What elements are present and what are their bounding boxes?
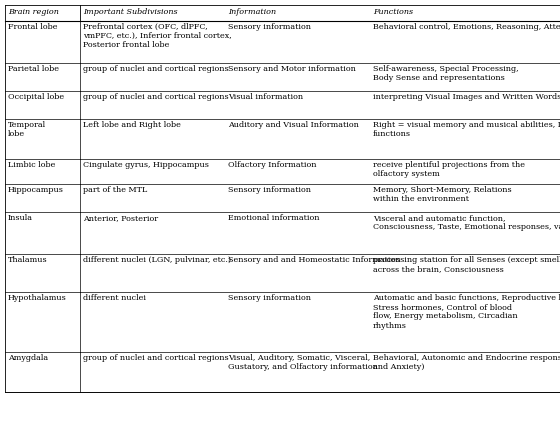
Text: receive plentiful projections from the
olfactory system: receive plentiful projections from the o… <box>373 161 525 178</box>
Text: group of nuclei and cortical regions: group of nuclei and cortical regions <box>83 65 228 73</box>
Text: Sensory and and Homeostatic Information: Sensory and and Homeostatic Information <box>228 256 400 264</box>
Text: Olfactory Information: Olfactory Information <box>228 161 316 169</box>
Text: different nuclei (LGN, pulvinar, etc.): different nuclei (LGN, pulvinar, etc.) <box>83 256 231 264</box>
Text: Left lobe and Right lobe: Left lobe and Right lobe <box>83 121 181 129</box>
Text: Right = visual memory and musical abilities, Left = specific language
functions: Right = visual memory and musical abilit… <box>373 121 560 138</box>
Text: Visual information: Visual information <box>228 93 303 101</box>
Text: Functions: Functions <box>373 8 413 16</box>
Text: Visual, Auditory, Somatic, Visceral,
Gustatory, and Olfactory information: Visual, Auditory, Somatic, Visceral, Gus… <box>228 354 378 371</box>
Text: Prefrontal cortex (OFC, dlPFC,
vmPFC, etc.), Inferior frontal cortex,
Posterior : Prefrontal cortex (OFC, dlPFC, vmPFC, et… <box>83 23 232 49</box>
Text: Behavioral, Autonomic and Endocrine responses, Emotion (Fear
and Anxiety): Behavioral, Autonomic and Endocrine resp… <box>373 354 560 371</box>
Text: Thalamus: Thalamus <box>8 256 48 264</box>
Text: different nuclei: different nuclei <box>83 294 146 302</box>
Text: Automatic and basic functions, Reproductive behaviors, Gender identity, Sexual o: Automatic and basic functions, Reproduct… <box>373 294 560 329</box>
Text: Sensory information: Sensory information <box>228 186 311 194</box>
Text: Emotional information: Emotional information <box>228 214 320 222</box>
Text: Frontal lobe: Frontal lobe <box>8 23 58 31</box>
Text: Insula: Insula <box>8 214 33 222</box>
Text: Important Subdivisions: Important Subdivisions <box>83 8 178 16</box>
Text: Limbic lobe: Limbic lobe <box>8 161 55 169</box>
Text: Brain region: Brain region <box>8 8 59 16</box>
Text: Visceral and automatic function,
Consciousness, Taste, Emotional responses, valu: Visceral and automatic function, Conscio… <box>373 214 560 231</box>
Text: Temporal
lobe: Temporal lobe <box>8 121 46 138</box>
Text: Occipital lobe: Occipital lobe <box>8 93 64 101</box>
Text: Behavioral control, Emotions, Reasoning, Attention and Consciousness: Behavioral control, Emotions, Reasoning,… <box>373 23 560 31</box>
Text: Sensory and Motor information: Sensory and Motor information <box>228 65 356 73</box>
Text: Self-awareness, Special Processing,
Body Sense and representations: Self-awareness, Special Processing, Body… <box>373 65 519 82</box>
Text: group of nuclei and cortical regions: group of nuclei and cortical regions <box>83 354 228 362</box>
Text: part of the MTL: part of the MTL <box>83 186 147 194</box>
Text: group of nuclei and cortical regions: group of nuclei and cortical regions <box>83 93 228 101</box>
Text: Sensory information: Sensory information <box>228 23 311 31</box>
Text: Memory, Short-Memory, Relations
within the environment: Memory, Short-Memory, Relations within t… <box>373 186 512 203</box>
Text: processing station for all Senses (except smell) distributing information
across: processing station for all Senses (excep… <box>373 256 560 273</box>
Text: Cingulate gyrus, Hippocampus: Cingulate gyrus, Hippocampus <box>83 161 209 169</box>
Text: interpreting Visual Images and Written Words: interpreting Visual Images and Written W… <box>373 93 560 101</box>
Text: Hypothalamus: Hypothalamus <box>8 294 67 302</box>
Text: Anterior, Posterior: Anterior, Posterior <box>83 214 158 222</box>
Text: Amygdala: Amygdala <box>8 354 48 362</box>
Text: Parietal lobe: Parietal lobe <box>8 65 59 73</box>
Text: Auditory and Visual Information: Auditory and Visual Information <box>228 121 359 129</box>
Text: Information: Information <box>228 8 276 16</box>
Text: Hippocampus: Hippocampus <box>8 186 64 194</box>
Text: Sensory information: Sensory information <box>228 294 311 302</box>
